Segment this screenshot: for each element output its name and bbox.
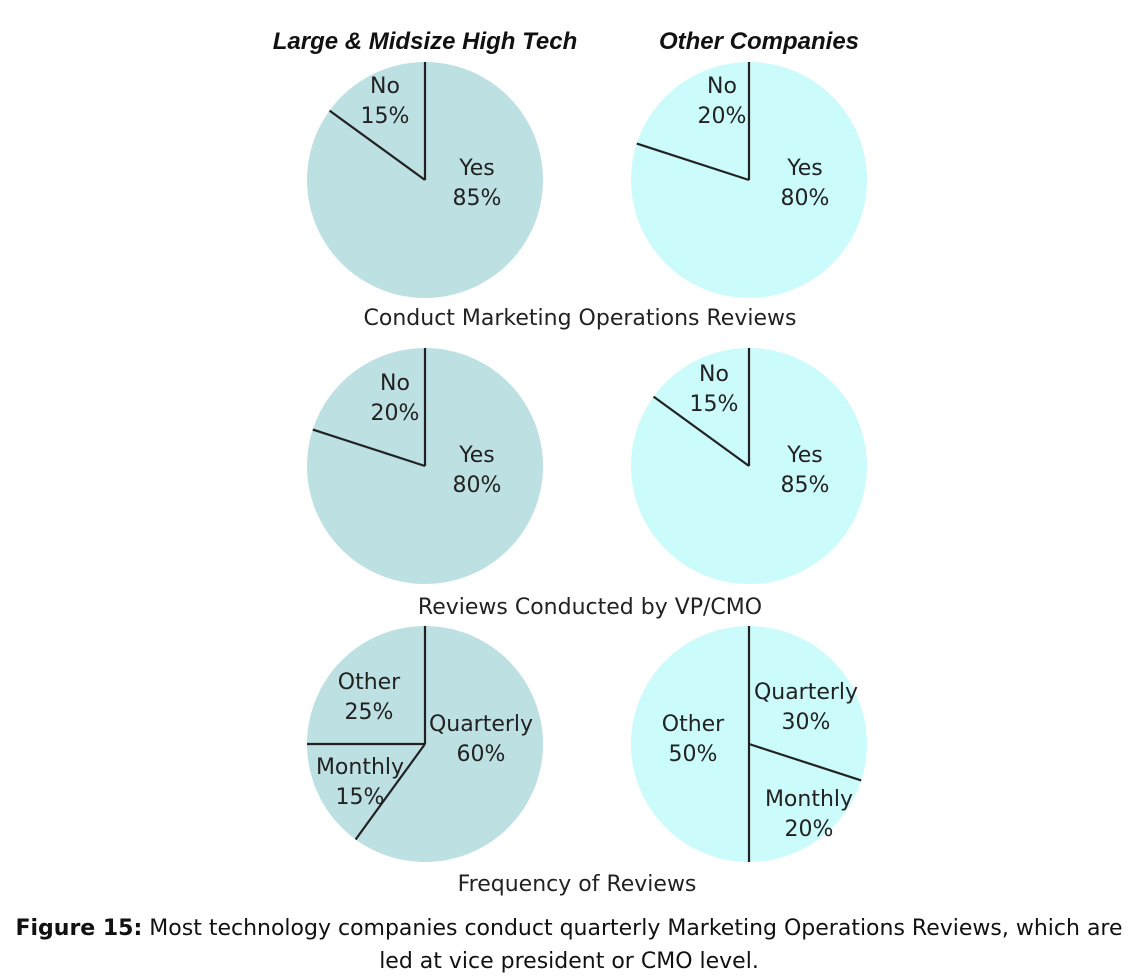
- slice-label-other: Other: [662, 712, 725, 737]
- slice-value-other: 50%: [669, 742, 718, 767]
- pie-1-large-midsize-high-tech: Yes 85% No 15%: [307, 62, 544, 298]
- slice-value-no: 15%: [690, 392, 739, 417]
- pie-slice-no: [329, 62, 425, 180]
- slice-label-monthly: Monthly: [765, 787, 853, 812]
- slice-divider: [748, 742, 862, 782]
- slice-label-other: Other: [338, 670, 401, 695]
- pie-slice-no: [312, 348, 425, 466]
- slice-label-no: No: [380, 371, 410, 396]
- slice-value-yes: 80%: [453, 473, 502, 498]
- figure-caption: Figure 15: Most technology companies con…: [0, 912, 1138, 978]
- slice-value-no: 20%: [698, 104, 747, 129]
- figure-caption-text: Most technology companies conduct quarte…: [149, 916, 1123, 974]
- slice-divider: [312, 428, 426, 468]
- slice-label-no: No: [699, 362, 729, 387]
- pie-slice-other: [307, 626, 425, 744]
- slice-value-monthly: 20%: [785, 817, 834, 842]
- slice-label-yes: Yes: [458, 443, 495, 468]
- slice-divider: [636, 142, 750, 182]
- slice-divider: [652, 395, 750, 467]
- slice-label-quarterly: Quarterly: [429, 712, 533, 737]
- row-title-conduct-reviews: Conduct Marketing Operations Reviews: [364, 306, 797, 331]
- pies-layer: Yes 85% No 15% Yes 80% No 20% Yes 80% No 20% Yes 85% N…: [307, 62, 868, 862]
- pie-slice-other: [631, 626, 749, 862]
- slice-value-other: 25%: [345, 700, 394, 725]
- column-title-large-midsize: Large & Midsize High Tech: [273, 28, 578, 55]
- pie-2-large-midsize-high-tech: Yes 80% No 20%: [307, 348, 544, 584]
- slice-label-yes: Yes: [786, 443, 823, 468]
- pie-slice-quarterly: [749, 626, 867, 781]
- slice-value-yes: 85%: [453, 186, 502, 211]
- pie-1-other-companies: Yes 80% No 20%: [631, 62, 868, 299]
- slice-label-quarterly: Quarterly: [754, 680, 858, 705]
- column-title-other-companies: Other Companies: [659, 28, 859, 55]
- slice-divider: [328, 109, 426, 181]
- pie-slice-monthly: [749, 744, 862, 862]
- pie-slice-monthly: [307, 744, 425, 840]
- slice-label-yes: Yes: [786, 156, 823, 181]
- slice-value-quarterly: 30%: [782, 710, 831, 735]
- pie-slice-no: [636, 62, 749, 180]
- slice-divider: [354, 743, 426, 841]
- pie-3-other-companies: Quarterly 30% Monthly 20% Other 50%: [631, 626, 867, 862]
- pie-slice-quarterly: [355, 626, 544, 862]
- slice-label-no: No: [707, 74, 737, 99]
- slice-label-monthly: Monthly: [316, 755, 404, 780]
- pie-2-other-companies: Yes 85% No 15%: [631, 347, 868, 584]
- row-title-reviews-by-vp-cmo: Reviews Conducted by VP/CMO: [418, 595, 762, 620]
- row-title-frequency: Frequency of Reviews: [458, 872, 697, 897]
- figure-caption-prefix: Figure 15:: [15, 916, 143, 941]
- slice-label-yes: Yes: [458, 156, 495, 181]
- pie-3-large-midsize-high-tech: Quarterly 60% Monthly 15% Other 25%: [307, 626, 544, 862]
- slice-value-monthly: 15%: [336, 785, 385, 810]
- slice-value-no: 15%: [361, 104, 410, 129]
- pie-slice-no: [653, 348, 749, 466]
- slice-value-no: 20%: [371, 401, 420, 426]
- pie-slice-yes: [631, 62, 868, 299]
- slice-value-yes: 85%: [781, 473, 830, 498]
- slice-label-no: No: [370, 74, 400, 99]
- slice-value-yes: 80%: [781, 186, 830, 211]
- slice-value-quarterly: 60%: [457, 742, 506, 767]
